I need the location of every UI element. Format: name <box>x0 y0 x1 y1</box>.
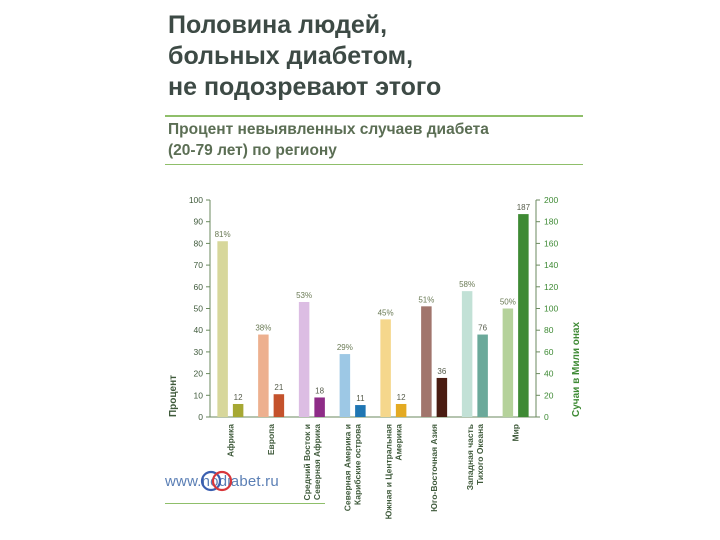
percent-bar <box>461 291 473 417</box>
left-tick-label: 20 <box>194 369 204 379</box>
percent-bar <box>502 308 514 417</box>
right-tick-label: 140 <box>544 260 558 270</box>
category-label: Мир <box>511 424 521 442</box>
title-divider <box>165 115 583 117</box>
site-logo <box>200 470 233 492</box>
right-tick-label: 180 <box>544 217 558 227</box>
left-tick-label: 10 <box>194 390 204 400</box>
left-tick-label: 0 <box>198 412 203 422</box>
right-tick-label: 200 <box>544 195 558 205</box>
percent-data-label: 29% <box>337 343 353 352</box>
right-tick-label: 80 <box>544 325 554 335</box>
cases-bar <box>355 405 366 417</box>
subtitle-divider <box>165 164 583 165</box>
percent-bar <box>339 354 351 417</box>
category-label: Северная Америка иКарибские острова <box>343 424 363 511</box>
chart-title: Половина людей, больных диабетом, не под… <box>168 11 442 101</box>
cases-data-label: 187 <box>517 203 531 212</box>
left-tick-label: 40 <box>194 325 204 335</box>
cases-data-label: 12 <box>397 393 406 402</box>
category-label: Африка <box>225 424 235 457</box>
left-tick-label: 100 <box>189 195 203 205</box>
percent-data-label: 51% <box>418 295 434 304</box>
left-tick-label: 30 <box>194 347 204 357</box>
cases-bar <box>232 403 244 417</box>
percent-bar <box>217 241 228 417</box>
percent-data-label: 58% <box>459 280 475 289</box>
right-tick-label: 60 <box>544 347 554 357</box>
right-tick-label: 120 <box>544 282 558 292</box>
percent-bar <box>421 306 432 417</box>
percent-bar <box>258 334 269 417</box>
percent-data-label: 81% <box>215 230 231 239</box>
left-axis-title: Процент <box>168 375 179 417</box>
cases-data-label: 21 <box>274 383 283 392</box>
left-tick-label: 60 <box>194 282 204 292</box>
left-tick-label: 90 <box>194 217 204 227</box>
category-label: Южная и ЦентральнаяАмерика <box>383 424 403 520</box>
category-label: Европа <box>266 424 276 455</box>
cases-bar <box>314 397 325 417</box>
category-label: Средний Восток иСеверная Африка <box>302 424 322 501</box>
right-tick-label: 100 <box>544 304 558 314</box>
percent-data-label: 50% <box>500 298 516 307</box>
percent-data-label: 38% <box>255 324 271 333</box>
chart-subtitle: Процент невыявленных случаев диабета (20… <box>168 121 489 159</box>
cases-data-label: 76 <box>478 324 487 333</box>
cases-bar <box>273 394 285 417</box>
right-tick-label: 160 <box>544 238 558 248</box>
website-link[interactable]: www.nodiabet.ru <box>165 473 279 490</box>
category-label: Западная частьТихого Океана <box>465 424 485 491</box>
left-tick-label: 50 <box>194 304 204 314</box>
percent-data-label: 45% <box>378 308 394 317</box>
cases-data-label: 18 <box>315 386 324 395</box>
cases-data-label: 11 <box>356 394 365 403</box>
footer-divider <box>165 503 325 504</box>
cases-bar <box>436 377 448 417</box>
right-tick-label: 0 <box>544 412 549 422</box>
cases-bar <box>518 214 529 417</box>
category-label: Юго-Восточная Азия <box>429 424 439 512</box>
percent-bar <box>298 301 310 417</box>
left-tick-label: 80 <box>194 238 204 248</box>
right-tick-label: 40 <box>544 369 554 379</box>
percent-bar <box>380 319 391 417</box>
right-tick-label: 20 <box>544 390 554 400</box>
left-tick-label: 70 <box>194 260 204 270</box>
right-axis-title: Сучаи в Мили онах <box>571 322 582 417</box>
cases-data-label: 36 <box>437 367 446 376</box>
cases-bar <box>477 334 488 417</box>
cases-bar <box>395 403 407 417</box>
cases-data-label: 12 <box>234 393 243 402</box>
percent-data-label: 53% <box>296 291 312 300</box>
